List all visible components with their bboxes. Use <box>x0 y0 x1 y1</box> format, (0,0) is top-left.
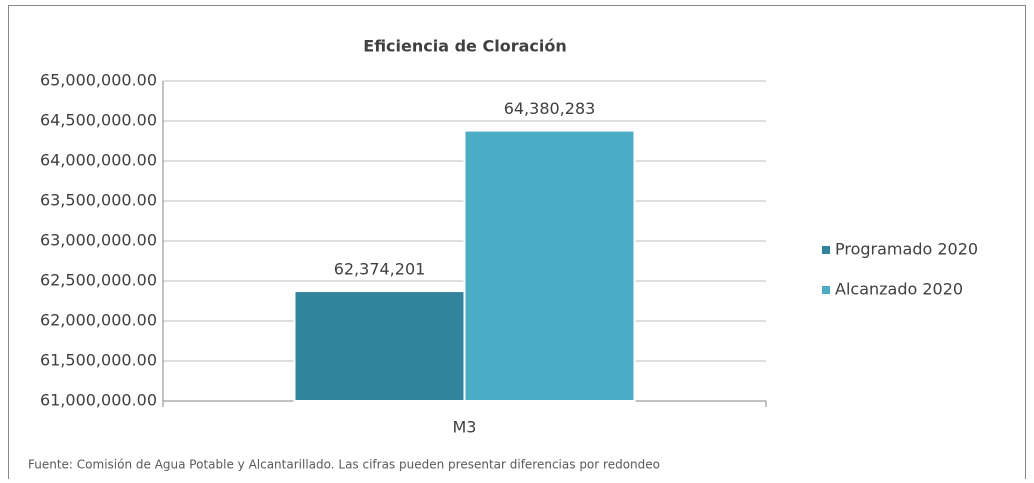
chart-title: Eficiencia de Cloración <box>363 37 566 56</box>
legend-label: Alcanzado 2020 <box>835 280 963 299</box>
y-tick-label: 61,000,000.00 <box>40 391 157 410</box>
y-tick-label: 65,000,000.00 <box>40 71 157 90</box>
legend-label: Programado 2020 <box>835 240 978 259</box>
data-label: 62,374,201 <box>334 260 426 279</box>
y-tick-label: 64,500,000.00 <box>40 111 157 130</box>
y-tick-label: 63,500,000.00 <box>40 191 157 210</box>
y-tick-label: 62,000,000.00 <box>40 311 157 330</box>
y-tick-label: 62,500,000.00 <box>40 271 157 290</box>
y-tick-label: 61,500,000.00 <box>40 351 157 370</box>
bar <box>293 290 466 403</box>
legend-swatch <box>822 286 830 294</box>
y-tick-label: 63,000,000.00 <box>40 231 157 250</box>
x-tick-label: M3 <box>453 418 477 437</box>
bar <box>463 129 636 402</box>
legend-swatch <box>822 246 830 254</box>
data-label: 64,380,283 <box>504 99 596 118</box>
y-tick-label: 64,000,000.00 <box>40 151 157 170</box>
source-note: Fuente: Comisión de Agua Potable y Alcan… <box>28 458 660 472</box>
